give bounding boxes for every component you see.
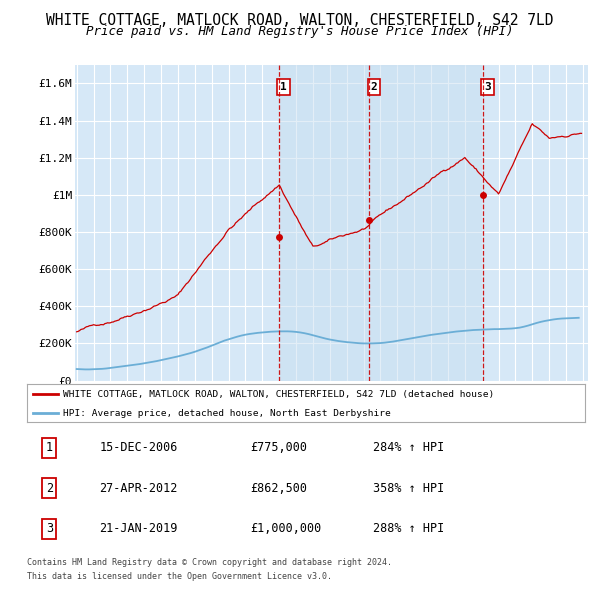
Bar [278,65,482,381]
Text: 3: 3 [484,82,491,92]
Text: 1: 1 [46,441,53,454]
Text: 15-DEC-2006: 15-DEC-2006 [100,441,178,454]
Text: HPI: Average price, detached house, North East Derbyshire: HPI: Average price, detached house, Nort… [63,409,391,418]
Text: This data is licensed under the Open Government Licence v3.0.: This data is licensed under the Open Gov… [27,572,332,581]
Text: 1: 1 [280,82,287,92]
Text: WHITE COTTAGE, MATLOCK ROAD, WALTON, CHESTERFIELD, S42 7LD: WHITE COTTAGE, MATLOCK ROAD, WALTON, CHE… [46,13,554,28]
Text: 3: 3 [46,522,53,535]
Text: £862,500: £862,500 [250,481,307,495]
Text: Price paid vs. HM Land Registry's House Price Index (HPI): Price paid vs. HM Land Registry's House … [86,25,514,38]
Text: WHITE COTTAGE, MATLOCK ROAD, WALTON, CHESTERFIELD, S42 7LD (detached house): WHITE COTTAGE, MATLOCK ROAD, WALTON, CHE… [63,390,494,399]
Text: £775,000: £775,000 [250,441,307,454]
Text: Contains HM Land Registry data © Crown copyright and database right 2024.: Contains HM Land Registry data © Crown c… [27,558,392,566]
Text: 284% ↑ HPI: 284% ↑ HPI [373,441,444,454]
Text: 21-JAN-2019: 21-JAN-2019 [100,522,178,535]
Text: £1,000,000: £1,000,000 [250,522,322,535]
Text: 358% ↑ HPI: 358% ↑ HPI [373,481,444,495]
Text: 288% ↑ HPI: 288% ↑ HPI [373,522,444,535]
Text: 27-APR-2012: 27-APR-2012 [100,481,178,495]
Text: 2: 2 [46,481,53,495]
Text: 2: 2 [371,82,377,92]
